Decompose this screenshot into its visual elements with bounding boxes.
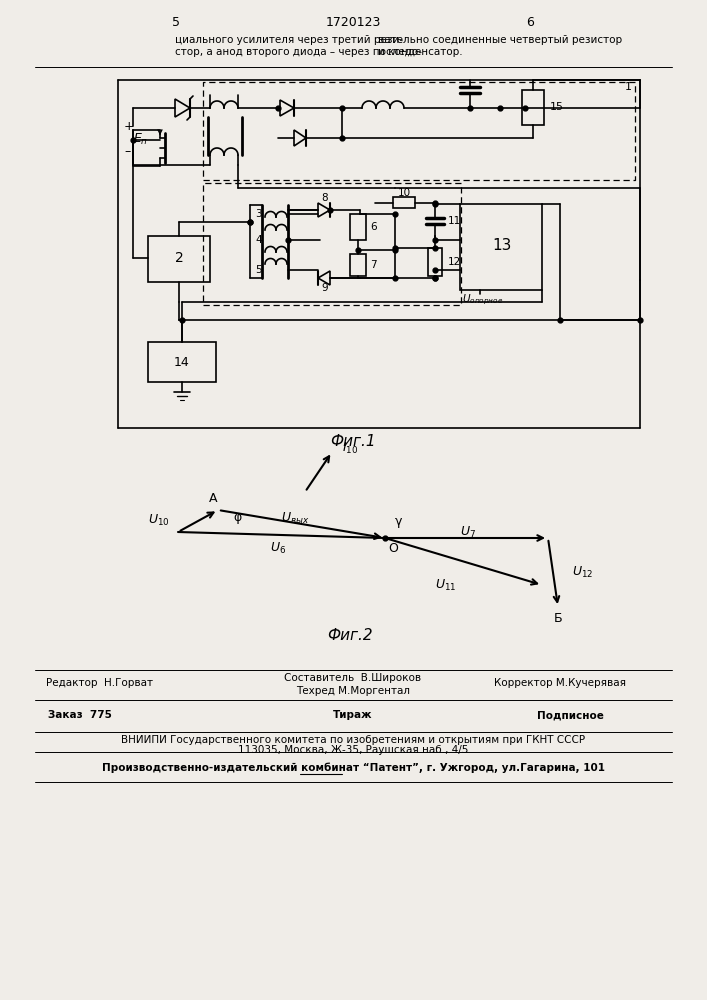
Text: $U_{7}$: $U_{7}$ bbox=[460, 524, 476, 540]
Bar bbox=[522, 90, 544, 125]
Text: 6: 6 bbox=[526, 15, 534, 28]
Text: Фиг.1: Фиг.1 bbox=[330, 434, 376, 450]
Text: вательно соединенные четвертый резистор: вательно соединенные четвертый резистор bbox=[378, 35, 622, 45]
Text: 11: 11 bbox=[448, 216, 461, 226]
Text: 4: 4 bbox=[255, 235, 262, 245]
Bar bbox=[428, 248, 442, 276]
Text: 1720123: 1720123 bbox=[325, 15, 380, 28]
Text: $I_{10}$: $I_{10}$ bbox=[342, 440, 358, 456]
Bar bbox=[460, 204, 542, 290]
Bar bbox=[148, 236, 210, 282]
Text: Корректор М.Кучерявая: Корректор М.Кучерявая bbox=[494, 678, 626, 688]
Text: A: A bbox=[209, 491, 217, 504]
Text: +: + bbox=[124, 119, 134, 132]
Text: 5: 5 bbox=[255, 265, 262, 275]
Text: 3: 3 bbox=[255, 209, 262, 219]
Text: γ: γ bbox=[395, 516, 403, 528]
Bar bbox=[148, 342, 216, 382]
Text: 13: 13 bbox=[492, 238, 512, 253]
Text: Тираж: Тираж bbox=[333, 710, 373, 720]
Text: 10: 10 bbox=[397, 188, 411, 198]
Text: $U_{опорное}$: $U_{опорное}$ bbox=[462, 293, 503, 307]
Text: и конденсатор.: и конденсатор. bbox=[378, 47, 462, 57]
Text: –: – bbox=[124, 145, 130, 158]
Text: 7: 7 bbox=[370, 260, 377, 270]
Text: 113035, Москва, Ж-35, Раушская наб., 4/5: 113035, Москва, Ж-35, Раушская наб., 4/5 bbox=[238, 745, 468, 755]
Text: $U_{10}$: $U_{10}$ bbox=[148, 512, 170, 528]
Text: Техред М.Моргентал: Техред М.Моргентал bbox=[296, 686, 410, 696]
Text: Фиг.2: Фиг.2 bbox=[327, 628, 373, 643]
Text: 1: 1 bbox=[624, 82, 631, 92]
Text: $E_п$: $E_п$ bbox=[133, 131, 148, 147]
Text: $U_{6}$: $U_{6}$ bbox=[270, 540, 286, 556]
Text: циального усилителя через третий рези-: циального усилителя через третий рези- bbox=[175, 35, 403, 45]
Text: Заказ  775: Заказ 775 bbox=[48, 710, 112, 720]
Text: Подписное: Подписное bbox=[537, 710, 604, 720]
Text: O: O bbox=[388, 542, 398, 554]
Text: Производственно-издательский комбинат “Патент”, г. Ужгород, ул.Гагарина, 101: Производственно-издательский комбинат “П… bbox=[102, 763, 604, 773]
Bar bbox=[393, 197, 415, 208]
Text: φ: φ bbox=[234, 512, 242, 524]
Text: 15: 15 bbox=[550, 102, 564, 112]
Text: 14: 14 bbox=[174, 356, 190, 368]
Text: Редактор  Н.Горват: Редактор Н.Горват bbox=[47, 678, 153, 688]
Text: Б: Б bbox=[554, 612, 562, 626]
Text: 6: 6 bbox=[370, 222, 377, 232]
Text: 5: 5 bbox=[172, 15, 180, 28]
Text: стор, а анод второго диода – через последо-: стор, а анод второго диода – через после… bbox=[175, 47, 422, 57]
Text: $U_{12}$: $U_{12}$ bbox=[572, 564, 593, 580]
Text: $U_{11}$: $U_{11}$ bbox=[435, 577, 457, 593]
Text: Составитель  В.Широков: Составитель В.Широков bbox=[284, 673, 421, 683]
Text: $U_{вых}$: $U_{вых}$ bbox=[281, 510, 309, 526]
Bar bbox=[350, 254, 366, 276]
Text: ВНИИПИ Государственного комитета по изобретениям и открытиям при ГКНТ СССР: ВНИИПИ Государственного комитета по изоб… bbox=[121, 735, 585, 745]
Bar bbox=[350, 214, 366, 240]
Text: 8: 8 bbox=[322, 193, 328, 203]
Text: 12: 12 bbox=[448, 257, 461, 267]
Text: 9: 9 bbox=[322, 283, 328, 293]
Text: 2: 2 bbox=[175, 251, 183, 265]
